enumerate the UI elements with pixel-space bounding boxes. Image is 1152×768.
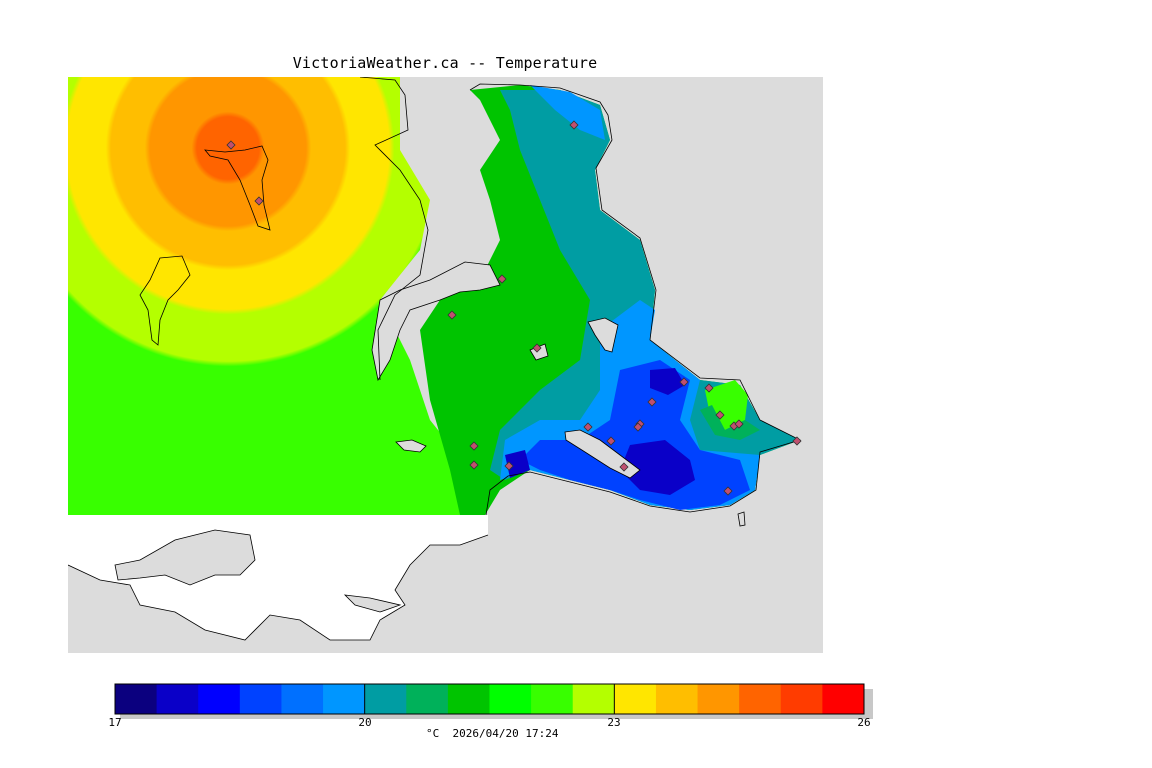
station-marker[interactable] — [679, 377, 689, 387]
colorbar-swatch — [406, 684, 449, 714]
station-marker[interactable] — [226, 140, 236, 150]
colorbar-ticks — [114, 684, 865, 714]
station-markers — [226, 120, 802, 496]
small-island-east — [737, 511, 746, 527]
station-marker[interactable] — [469, 460, 479, 470]
colorbar-swatch — [614, 684, 657, 714]
station-marker[interactable] — [469, 441, 479, 451]
station-marker[interactable] — [504, 461, 514, 471]
station-marker[interactable] — [723, 486, 733, 496]
station-marker[interactable] — [497, 274, 507, 284]
colorbar-swatch — [697, 684, 740, 714]
station-marker[interactable] — [792, 436, 802, 446]
station-marker[interactable] — [619, 462, 629, 472]
lake-small-1 — [395, 439, 427, 453]
colorbar-swatch — [239, 684, 282, 714]
lake-west — [139, 255, 191, 346]
station-marker[interactable] — [633, 422, 643, 432]
tick-label-min: 17 — [108, 716, 122, 729]
station-marker[interactable] — [704, 383, 714, 393]
coastline-west — [359, 77, 429, 381]
colorbar-swatch — [489, 684, 532, 714]
lake-small-2 — [529, 343, 549, 361]
colorbar-swatch — [281, 684, 324, 714]
station-marker[interactable] — [254, 196, 264, 206]
gray-strip-south — [343, 594, 402, 613]
station-marker[interactable] — [606, 436, 616, 446]
colorbar-swatches — [115, 684, 865, 714]
station-marker[interactable] — [447, 310, 457, 320]
colorbar-swatch — [655, 684, 699, 714]
water-channel — [371, 261, 501, 382]
tick-label-23: 23 — [607, 716, 621, 729]
station-marker[interactable] — [715, 410, 725, 420]
colorbar-swatch — [115, 684, 158, 714]
colorbar-swatch — [447, 684, 490, 714]
colorbar-swatch — [323, 684, 366, 714]
station-marker[interactable] — [734, 419, 744, 429]
lake-small-3 — [587, 317, 619, 353]
colorbar-swatch — [739, 684, 782, 714]
station-marker[interactable] — [647, 397, 657, 407]
temperature-zone-deepblue — [505, 368, 695, 495]
coastline-east — [469, 83, 802, 516]
colorbar-swatch — [572, 684, 615, 714]
chart-title: VictoriaWeather.ca -- Temperature — [292, 54, 598, 72]
coastline-south — [68, 534, 489, 641]
station-marker[interactable] — [532, 343, 542, 353]
temperature-zone-east-teal — [700, 405, 760, 440]
tick-label-20: 20 — [358, 716, 372, 729]
station-marker[interactable] — [569, 120, 579, 130]
colorbar-swatch — [156, 684, 199, 714]
colorbar-swatch — [364, 684, 407, 714]
gray-island-southwest — [114, 529, 256, 586]
colorbar-swatch — [198, 684, 241, 714]
tick-label-max: 26 — [857, 716, 871, 729]
colorbar-swatch — [780, 684, 823, 714]
colorbar-swatch — [531, 684, 574, 714]
station-marker[interactable] — [583, 422, 593, 432]
unit-and-timestamp: °C 2026/04/20 17:24 — [426, 727, 559, 740]
colorbar-swatch — [822, 684, 865, 714]
lake-north — [204, 145, 271, 231]
